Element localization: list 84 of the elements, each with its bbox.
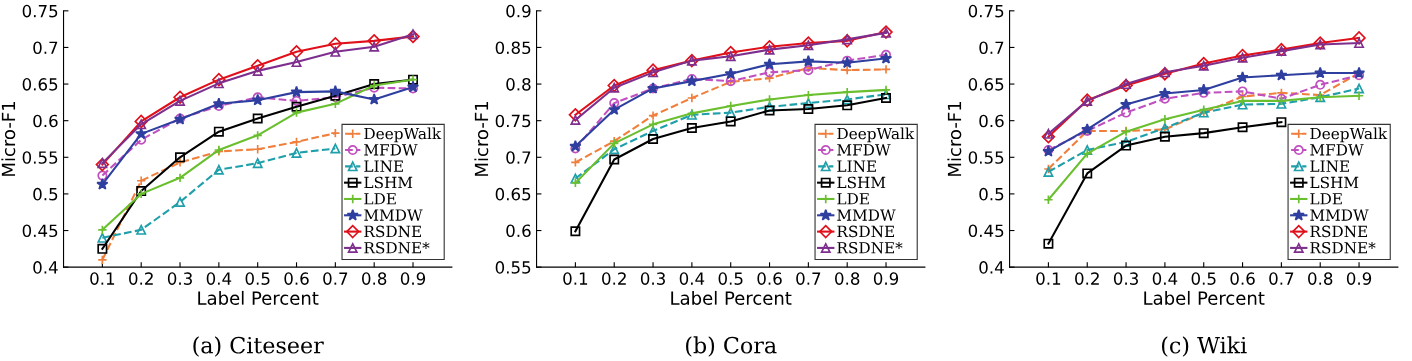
legend-label: LDE — [364, 193, 396, 205]
x-tick-label: 0.2 — [1075, 272, 1099, 285]
x-tick-label: 0.1 — [1036, 272, 1061, 285]
x-tick-label: 0.9 — [1346, 272, 1372, 285]
x-tick-label: 0.9 — [400, 272, 426, 285]
y-tick-label: 0.5 — [979, 187, 1004, 201]
x-tick-label: 0.6 — [757, 272, 782, 285]
y-axis-title: Micro-F1 — [947, 102, 962, 176]
legend-label: LINE — [1310, 160, 1349, 172]
legend-label: RSDNE — [837, 225, 894, 238]
y-tick-label: 0.7 — [33, 41, 58, 55]
y-tick-label: 0.9 — [506, 4, 531, 18]
legend-label: RSDNE* — [1310, 241, 1376, 254]
x-axis-title: Label Percent — [198, 290, 319, 305]
legend-label: MFDW — [837, 144, 891, 156]
legend-label: LDE — [1310, 193, 1342, 205]
y-tick-label: 0.45 — [968, 224, 1004, 238]
legend-label: MMDW — [1310, 209, 1369, 221]
text: (c) Wiki — [1162, 336, 1247, 357]
y-tick-label: 0.65 — [968, 78, 1004, 91]
x-tick-label: 0.8 — [835, 272, 860, 285]
x-axis-title: Label Percent — [671, 290, 792, 305]
y-tick-label: 0.6 — [506, 224, 531, 238]
y-tick-label: 0.4 — [979, 261, 1004, 274]
y-tick-label: 0.65 — [495, 187, 531, 201]
y-tick-label: 0.6 — [33, 114, 58, 128]
legend-label: DeepWalk — [1310, 127, 1388, 143]
legend-label: LSHM — [364, 176, 413, 189]
x-tick-label: 0.5 — [718, 272, 743, 285]
text: (a) Citeseer — [193, 336, 324, 357]
x-tick-label: 0.7 — [323, 272, 348, 285]
legend-label: RSDNE — [364, 225, 421, 238]
y-tick-label: 0.75 — [22, 4, 58, 18]
legend-label: RSDNE* — [364, 241, 430, 254]
legend-label: LINE — [364, 160, 403, 172]
y-tick-label: 0.6 — [979, 114, 1004, 128]
x-tick-label: 0.7 — [1269, 272, 1294, 285]
legend-label: RSDNE — [1310, 225, 1367, 238]
legend-label: MFDW — [1310, 144, 1364, 156]
legend-label: DeepWalk — [837, 127, 915, 143]
x-tick-label: 0.3 — [640, 272, 665, 285]
x-tick-label: 0.4 — [206, 272, 232, 285]
y-tick-label: 0.75 — [968, 4, 1004, 18]
y-tick-label: 0.65 — [22, 78, 58, 91]
y-tick-label: 0.55 — [968, 151, 1004, 164]
x-tick-label: 0.1 — [563, 272, 588, 285]
y-tick-label: 0.85 — [495, 41, 531, 55]
legend-label: MMDW — [837, 209, 896, 221]
legend-label: DeepWalk — [364, 127, 442, 143]
y-tick-label: 0.5 — [33, 187, 58, 201]
y-tick-label: 0.7 — [506, 151, 531, 164]
y-tick-label: 0.75 — [495, 114, 531, 128]
x-tick-label: 0.7 — [796, 272, 821, 285]
x-tick-label: 0.5 — [1191, 272, 1216, 285]
x-tick-label: 0.2 — [602, 272, 626, 285]
y-axis-title: Micro-F1 — [474, 102, 489, 176]
y-tick-label: 0.55 — [22, 151, 58, 164]
y-tick-label: 0.55 — [495, 261, 531, 274]
x-tick-label: 0.3 — [1113, 272, 1138, 285]
x-tick-label: 0.6 — [1230, 272, 1255, 285]
legend-label: LSHM — [1310, 176, 1359, 189]
legend-label: LDE — [837, 193, 869, 205]
x-axis-title: Label Percent — [1144, 290, 1265, 305]
x-tick-label: 0.9 — [873, 272, 899, 285]
y-tick-label: 0.4 — [33, 261, 58, 274]
legend-label: LSHM — [837, 176, 886, 189]
x-tick-label: 0.5 — [245, 272, 270, 285]
legend-label: LINE — [837, 160, 876, 172]
x-tick-label: 0.4 — [679, 272, 705, 285]
y-tick-label: 0.7 — [979, 41, 1004, 55]
legend-label: MFDW — [364, 144, 418, 156]
x-tick-label: 0.8 — [362, 272, 387, 285]
y-axis-title: Micro-F1 — [1, 102, 16, 176]
x-tick-label: 0.3 — [167, 272, 192, 285]
text: (b) Cora — [686, 336, 777, 357]
x-tick-label: 0.2 — [129, 272, 153, 285]
legend-label: MMDW — [364, 209, 423, 221]
y-tick-label: 0.8 — [506, 78, 531, 91]
y-tick-label: 0.45 — [22, 224, 58, 238]
x-tick-label: 0.6 — [284, 272, 309, 285]
x-tick-label: 0.8 — [1308, 272, 1333, 285]
x-tick-label: 0.4 — [1152, 272, 1178, 285]
legend-label: RSDNE* — [837, 241, 903, 254]
x-tick-label: 0.1 — [90, 272, 115, 285]
